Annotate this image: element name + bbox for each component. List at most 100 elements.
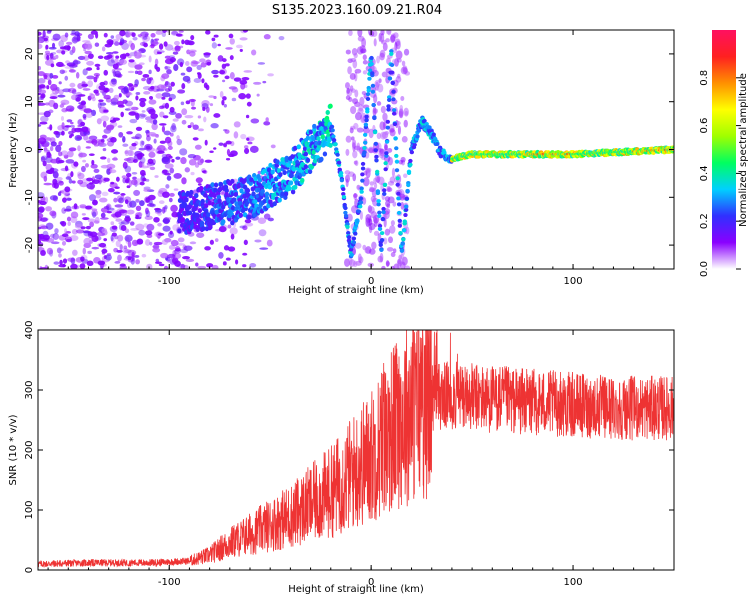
heatmap-cell	[345, 224, 350, 229]
heatmap-cell	[146, 77, 152, 85]
heatmap-cell	[362, 177, 370, 187]
heatmap-cell	[91, 179, 100, 185]
heatmap-cell	[200, 62, 207, 68]
heatmap-cell	[158, 105, 165, 110]
heatmap-cell	[381, 71, 388, 78]
heatmap-cell	[409, 150, 415, 155]
heatmap-cell	[381, 265, 386, 269]
heatmap-cell	[227, 246, 236, 252]
heatmap-cell	[87, 218, 96, 223]
heatmap-cell	[377, 223, 383, 228]
heatmap-cell	[362, 54, 367, 61]
heatmap-cell	[86, 182, 96, 190]
heatmap-cell	[193, 78, 202, 83]
heatmap-cell	[376, 55, 380, 64]
heatmap-cell	[282, 170, 287, 176]
heatmap-cell	[265, 117, 269, 122]
heatmap-cell	[60, 115, 65, 121]
heatmap-cell	[228, 86, 238, 90]
heatmap-cell	[364, 167, 372, 173]
heatmap-cell	[103, 55, 111, 60]
heatmap-cell	[352, 98, 359, 104]
heatmap-cell	[207, 200, 212, 206]
heatmap-cell	[49, 55, 56, 59]
heatmap-cell	[148, 108, 156, 115]
heatmap-cell	[224, 75, 230, 80]
heatmap-cell	[68, 178, 73, 184]
heatmap-cell	[246, 101, 252, 107]
heatmap-cell	[48, 46, 57, 50]
heatmap-cell	[357, 30, 363, 37]
heatmap-cell	[389, 62, 395, 67]
heatmap-cell	[396, 196, 401, 201]
heatmap-cell	[159, 200, 165, 205]
heatmap-cell	[124, 249, 132, 254]
heatmap-cell	[82, 217, 90, 221]
heatmap-cell	[395, 50, 403, 60]
heatmap-cell	[176, 135, 180, 141]
heatmap-cell	[386, 107, 391, 112]
heatmap-cell	[365, 217, 369, 227]
heatmap-cell	[386, 247, 394, 252]
heatmap-cell	[352, 150, 358, 159]
heatmap-cell	[126, 32, 131, 38]
heatmap-cell	[135, 95, 139, 101]
heatmap-cell	[370, 211, 378, 219]
heatmap-cell	[154, 38, 160, 41]
heatmap-cell	[345, 135, 352, 143]
heatmap-cell	[67, 257, 76, 262]
heatmap-cell	[295, 159, 300, 165]
heatmap-cell	[373, 148, 378, 153]
heatmap-cell	[93, 89, 99, 94]
heatmap-cell	[156, 51, 162, 55]
heatmap-cell	[399, 248, 405, 253]
heatmap-cell	[206, 212, 211, 218]
heatmap-cell	[118, 197, 124, 204]
heatmap-cell	[272, 201, 277, 207]
heatmap-cell	[400, 66, 408, 75]
heatmap-cell	[43, 74, 48, 80]
heatmap-cell	[345, 148, 350, 156]
heatmap-cell	[160, 252, 169, 259]
heatmap-cell	[162, 30, 167, 34]
heatmap-cell	[190, 171, 195, 176]
heatmap-cell	[60, 221, 67, 227]
heatmap-cell	[253, 81, 262, 85]
heatmap-cell	[176, 138, 183, 146]
heatmap-cell	[244, 219, 252, 224]
heatmap-cell	[384, 153, 389, 158]
heatmap-cell	[71, 228, 78, 235]
heatmap-cell	[53, 130, 59, 135]
heatmap-cell	[163, 265, 169, 269]
heatmap-cell	[312, 123, 317, 129]
heatmap-cell	[403, 48, 410, 56]
heatmap-cell	[394, 168, 400, 173]
heatmap-cell	[163, 130, 171, 136]
colorbar-label: Normalized spectral amplitude	[738, 73, 749, 227]
heatmap-cell	[293, 145, 298, 151]
heatmap-cell	[129, 221, 135, 226]
heatmap-cell	[399, 193, 406, 201]
heatmap-cell	[49, 210, 57, 217]
heatmap-cell	[365, 109, 370, 114]
heatmap-cell	[359, 186, 364, 191]
heatmap-cell	[102, 134, 108, 139]
heatmap-cell	[217, 198, 222, 204]
heatmap-cell	[38, 101, 41, 106]
heatmap-cell	[213, 113, 221, 118]
heatmap-cell	[384, 144, 388, 151]
heatmap-cell	[98, 99, 104, 103]
heatmap-cell	[257, 183, 263, 189]
heatmap-cell	[221, 190, 225, 195]
heatmap-cell	[160, 105, 166, 108]
heatmap-cell	[305, 157, 311, 163]
heatmap-cell	[139, 169, 146, 176]
heatmap-cell	[251, 49, 257, 56]
heatmap-cell	[115, 240, 121, 248]
heatmap-cell	[376, 101, 382, 106]
heatmap-cell	[204, 139, 208, 146]
heatmap-cell	[101, 227, 108, 234]
heatmap-cell	[103, 109, 109, 113]
heatmap-cell	[117, 125, 123, 128]
heatmap-cell	[381, 210, 386, 215]
